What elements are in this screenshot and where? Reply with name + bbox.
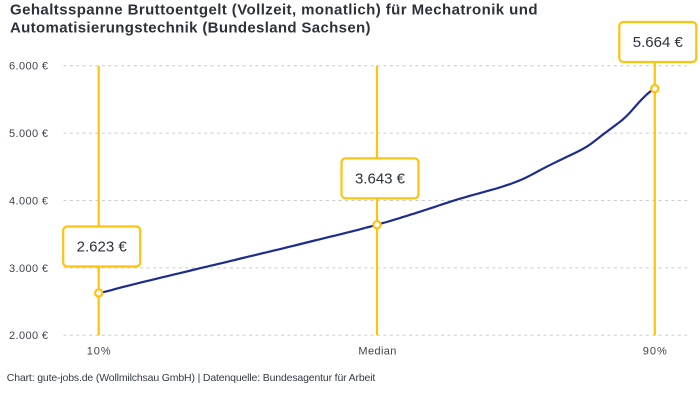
svg-text:3.000 €: 3.000 € [9, 263, 48, 275]
svg-text:5.000 €: 5.000 € [9, 128, 48, 140]
svg-text:Automatisierungstechnik (Bunde: Automatisierungstechnik (Bundesland Sach… [10, 20, 371, 37]
svg-text:Gehaltsspanne Bruttoentgelt (V: Gehaltsspanne Bruttoentgelt (Vollzeit, m… [10, 1, 538, 18]
svg-text:2.623 €: 2.623 € [77, 239, 128, 256]
svg-text:Chart: gute-jobs.de (Wollmilch: Chart: gute-jobs.de (Wollmilchsau GmbH) … [7, 372, 376, 384]
svg-text:2.000 €: 2.000 € [9, 330, 48, 342]
svg-text:6.000 €: 6.000 € [9, 61, 48, 73]
svg-text:5.664 €: 5.664 € [633, 34, 684, 51]
svg-text:4.000 €: 4.000 € [9, 195, 48, 207]
svg-text:Median: Median [358, 345, 396, 357]
svg-text:3.643 €: 3.643 € [355, 171, 406, 188]
svg-text:10%: 10% [87, 345, 111, 357]
svg-text:90%: 90% [643, 345, 667, 357]
